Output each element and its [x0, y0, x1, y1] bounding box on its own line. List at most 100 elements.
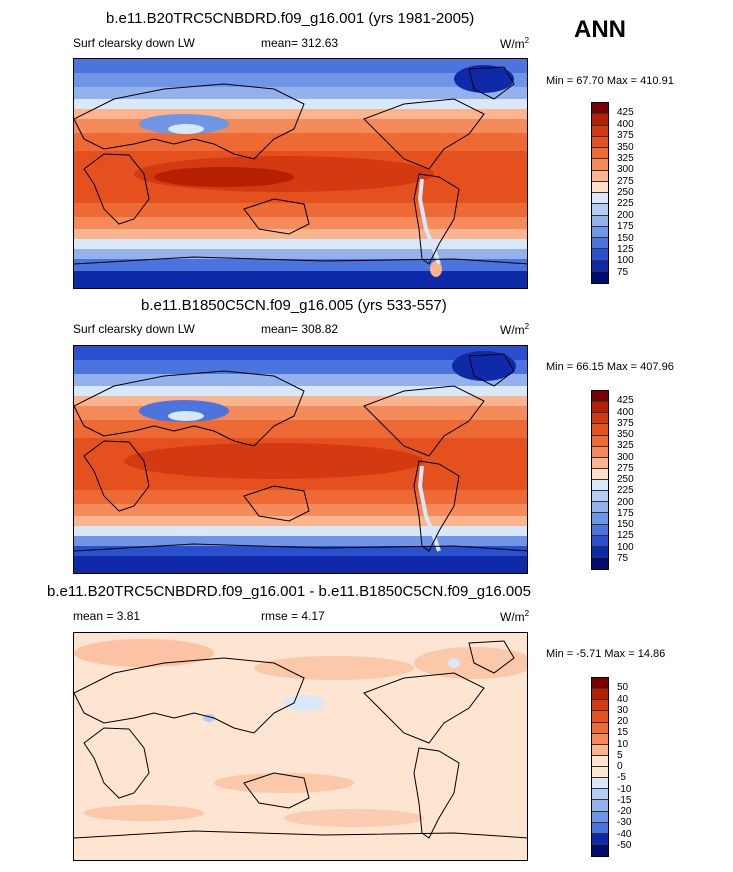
colorbar-swatch: [592, 103, 608, 115]
colorbar-tick-label: 20: [617, 716, 629, 727]
colorbar-swatch: [592, 480, 608, 492]
colorbar-swatch: [592, 524, 608, 536]
colorbar-tick-label: 10: [617, 738, 629, 750]
colorbar-swatch: [592, 424, 608, 436]
panel3-colorbar: [591, 677, 609, 857]
colorbar-tick-label: 400: [617, 118, 634, 130]
colorbar-tick-label: -5: [617, 772, 626, 784]
panel2-mean: mean= 308.82: [261, 322, 339, 336]
colorbar-swatch: [592, 402, 608, 414]
colorbar-tick-label: 125: [617, 530, 634, 542]
colorbar-swatch: [592, 271, 608, 283]
colorbar-tick-label: 300: [617, 451, 634, 463]
colorbar-swatch: [592, 800, 608, 812]
colorbar-tick-label: 275: [617, 175, 634, 187]
colorbar-swatch: [592, 535, 608, 547]
colorbar-swatch: [592, 844, 608, 856]
colorbar-swatch: [592, 238, 608, 250]
panel2-title: b.e11.B1850C5CN.f09_g16.005 (yrs 533-557…: [141, 297, 447, 314]
panel2-units: W/m2: [500, 322, 530, 337]
colorbar-swatch: [592, 435, 608, 447]
colorbar-tick-label: 225: [617, 485, 634, 497]
colorbar-tick-label: 425: [617, 395, 634, 407]
colorbar-tick-label: 40: [617, 693, 629, 705]
colorbar-tick-label: 350: [617, 429, 634, 440]
colorbar-swatch: [592, 457, 608, 469]
colorbar-tick-label: 300: [617, 164, 634, 176]
colorbar-tick-label: 425: [617, 107, 634, 119]
colorbar-tick-label: 175: [617, 221, 634, 233]
colorbar-swatch: [592, 689, 608, 701]
colorbar-tick-label: 100: [617, 541, 634, 553]
colorbar-tick-label: 250: [617, 474, 634, 485]
panel3-rmse: rmse = 4.17: [261, 609, 325, 623]
colorbar-swatch: [592, 226, 608, 238]
colorbar-tick-label: 325: [617, 440, 634, 452]
colorbar-tick-label: -20: [617, 806, 632, 817]
colorbar-swatch: [592, 557, 608, 569]
colorbar-swatch: [592, 811, 608, 823]
season-label: ANN: [574, 16, 626, 43]
panel1-units: W/m2: [500, 36, 530, 51]
colorbar-swatch: [592, 744, 608, 756]
colorbar-tick-label: 75: [617, 552, 629, 564]
colorbar-tick-label: -15: [617, 794, 632, 806]
colorbar-swatch: [592, 700, 608, 712]
colorbar-tick-label: -40: [617, 828, 632, 840]
colorbar-swatch: [592, 260, 608, 272]
colorbar-tick-label: 75: [617, 266, 629, 278]
colorbar-tick-label: 50: [617, 682, 629, 694]
colorbar-tick-label: 225: [617, 198, 634, 210]
panel1-colorbar: [591, 102, 609, 284]
colorbar-swatch: [592, 413, 608, 425]
colorbar-swatch: [592, 136, 608, 148]
colorbar-tick-label: 375: [617, 130, 634, 142]
colorbar-swatch: [592, 148, 608, 160]
colorbar-swatch: [592, 170, 608, 182]
panel1-map: [73, 58, 528, 289]
colorbar-tick-label: 275: [617, 462, 634, 474]
colorbar-tick-label: -50: [617, 839, 632, 851]
panel2-colorbar: [591, 390, 609, 570]
colorbar-swatch: [592, 491, 608, 503]
colorbar-swatch: [592, 789, 608, 801]
panel3-minmax: Min = -5.71 Max = 14.86: [546, 648, 666, 660]
colorbar-tick-label: 150: [617, 519, 634, 530]
colorbar-tick-label: 175: [617, 507, 634, 519]
colorbar-tick-label: 350: [617, 141, 634, 153]
colorbar-swatch: [592, 833, 608, 845]
colorbar-swatch: [592, 778, 608, 790]
panel3-units: W/m2: [500, 609, 530, 624]
colorbar-swatch: [592, 249, 608, 261]
colorbar-swatch: [592, 181, 608, 193]
panel3-title: b.e11.B20TRC5CNBDRD.f09_g16.001 - b.e11.…: [47, 583, 531, 600]
colorbar-swatch: [592, 468, 608, 480]
panel2-variable: Surf clearsky down LW: [73, 322, 195, 336]
colorbar-tick-label: 200: [617, 496, 634, 508]
colorbar-tick-label: 15: [617, 727, 629, 739]
colorbar-tick-label: 200: [617, 209, 634, 221]
colorbar-swatch: [592, 678, 608, 690]
panel1-variable: Surf clearsky down LW: [73, 36, 195, 50]
panel2-map: [73, 345, 528, 574]
colorbar-tick-label: 325: [617, 152, 634, 164]
colorbar-swatch: [592, 215, 608, 227]
colorbar-tick-label: 30: [617, 704, 629, 716]
colorbar-tick-label: 125: [617, 243, 634, 255]
colorbar-tick-label: -10: [617, 783, 632, 795]
panel1-title: b.e11.B20TRC5CNBDRD.f09_g16.001 (yrs 198…: [106, 10, 475, 27]
colorbar-swatch: [592, 193, 608, 205]
colorbar-tick-label: 400: [617, 406, 634, 418]
colorbar-swatch: [592, 733, 608, 745]
colorbar-swatch: [592, 513, 608, 525]
colorbar-swatch: [592, 114, 608, 126]
panel1-mean: mean= 312.63: [261, 36, 339, 50]
panel2-minmax: Min = 66.15 Max = 407.96: [546, 361, 674, 373]
colorbar-tick-label: 375: [617, 417, 634, 429]
colorbar-swatch: [592, 767, 608, 779]
colorbar-swatch: [592, 755, 608, 767]
colorbar-tick-label: 250: [617, 187, 634, 198]
panel3-map: [73, 632, 528, 861]
colorbar-tick-label: 100: [617, 255, 634, 267]
colorbar-tick-label: 150: [617, 232, 634, 244]
